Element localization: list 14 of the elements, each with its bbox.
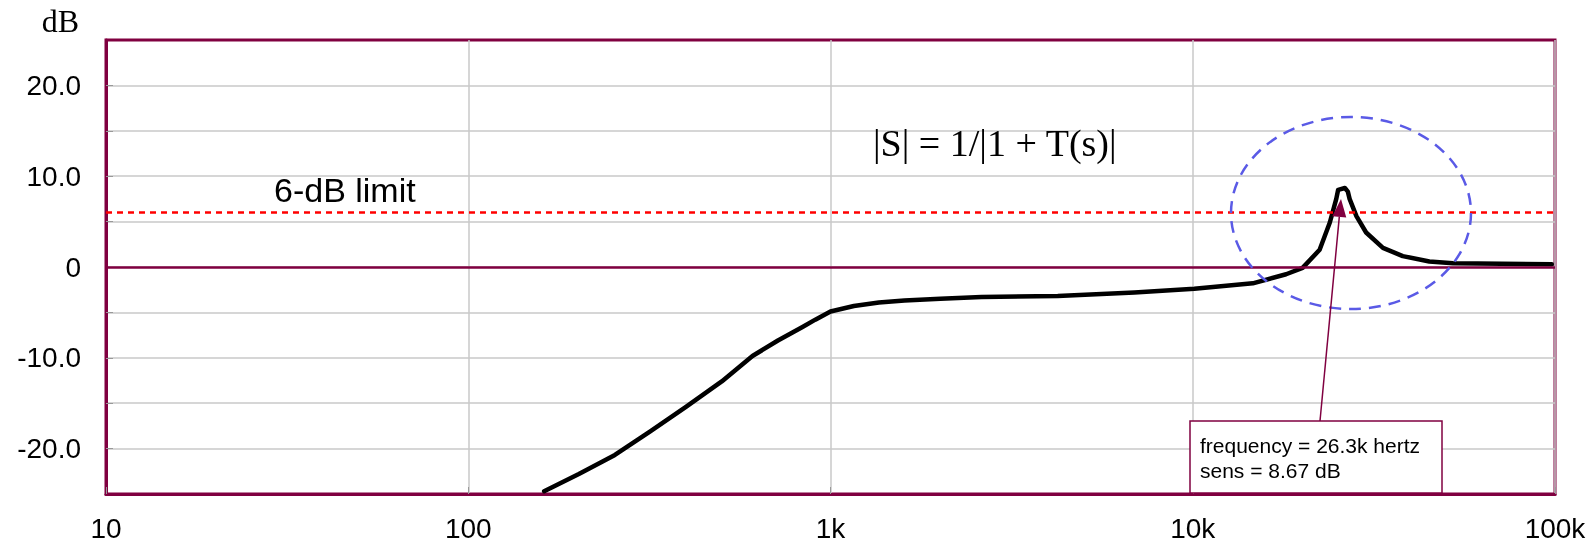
y-tick-label: 20.0 [26,69,81,101]
x-tick-label: 1k [815,512,847,544]
y-tick-label: -10.0 [17,342,81,374]
x-tick-label: 10 [90,512,122,544]
annotation: frequency = 26.3k hertz sens = 8.67 dB [1200,433,1421,483]
annotation: |S| = 1/|1 + T(s)| [873,121,1117,165]
ref-line-label: 6-dB limit [274,170,417,209]
y-tick-label: 10.0 [26,160,81,192]
x-tick-label: 10k [1170,512,1217,544]
y-tick-label: -20.0 [17,433,81,465]
x-tick-label: 100 [444,512,492,544]
x-tick-label: 100k [1524,512,1587,544]
y-tick-label: 0 [65,251,81,283]
y-axis-title: dB [41,3,79,39]
